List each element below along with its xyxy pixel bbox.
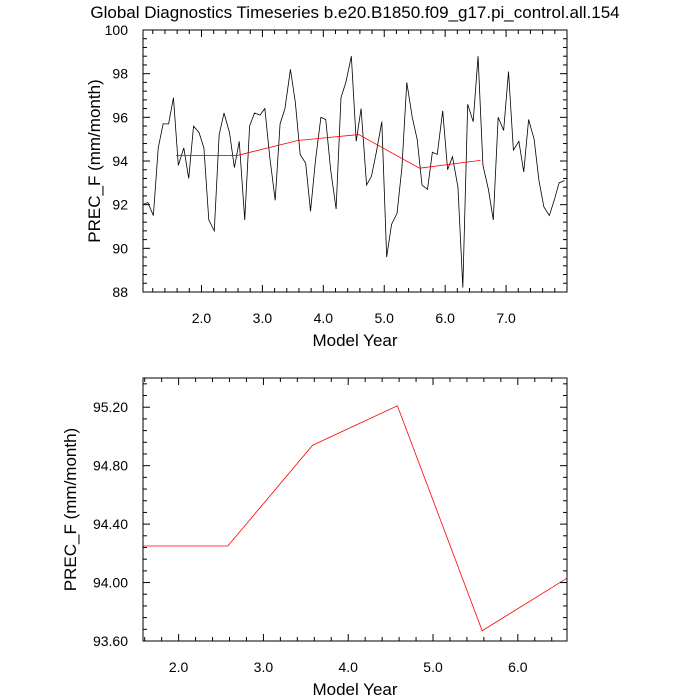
x-tick-label: 3.0 [253, 310, 273, 326]
x-tick-label: 7.0 [496, 310, 516, 326]
y-tick-label: 94.00 [93, 575, 128, 591]
plot-frame [142, 29, 568, 293]
series-line-annual [143, 405, 568, 632]
y-tick-label: 88 [112, 284, 128, 300]
x-tick-label: 2.0 [169, 659, 189, 675]
bottom-panel: 2.0 3.0 4.0 5.0 6.0 93.60 94.00 94.40 94.80 95.20… [61, 377, 568, 699]
y-tick-label: 100 [105, 22, 129, 38]
y-axis-label: PREC_F (mm/month) [85, 79, 104, 242]
y-axis-label: PREC_F (mm/month) [61, 428, 80, 591]
y-tick-label: 98 [112, 66, 128, 82]
x-axis-label: Model Year [312, 331, 397, 350]
top-panel: 2.0 3.0 4.0 5.0 6.0 7.0 88 90 92 94 96 98 100 Model Y… [85, 22, 568, 350]
y-tick-label: 94.40 [93, 516, 128, 532]
chart-title: Global Diagnostics Timeseries b.e20.B185… [90, 3, 619, 22]
plot-frame [142, 377, 568, 642]
x-tick-label: 4.0 [314, 310, 334, 326]
series-line-monthly [142, 56, 565, 288]
x-tick-label: 5.0 [423, 659, 443, 675]
y-tick-label: 92 [112, 197, 128, 213]
x-tick-label: 2.0 [192, 310, 212, 326]
x-tick-label: 6.0 [435, 310, 455, 326]
x-axis-label: Model Year [312, 680, 397, 699]
y-tick-label: 90 [112, 240, 128, 256]
y-tick-label: 93.60 [93, 633, 128, 649]
y-tick-label: 94.80 [93, 458, 128, 474]
y-tick-label: 95.20 [93, 399, 128, 415]
y-tick-label: 94 [112, 153, 128, 169]
series-line-annual [175, 134, 481, 169]
x-tick-label: 3.0 [254, 659, 274, 675]
x-tick-label: 5.0 [375, 310, 395, 326]
x-tick-label: 6.0 [508, 659, 528, 675]
x-tick-label: 4.0 [338, 659, 358, 675]
y-tick-label: 96 [112, 109, 128, 125]
